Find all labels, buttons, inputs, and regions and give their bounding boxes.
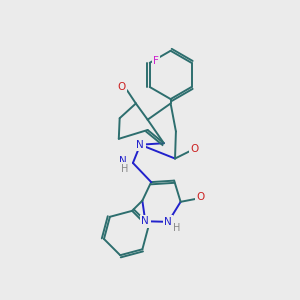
Text: O: O bbox=[118, 82, 126, 92]
Text: N: N bbox=[141, 216, 149, 226]
Text: O: O bbox=[196, 192, 205, 203]
Text: H: H bbox=[121, 164, 128, 174]
Text: O: O bbox=[190, 144, 198, 154]
Text: N: N bbox=[164, 217, 172, 227]
Text: N: N bbox=[136, 140, 144, 150]
Text: N: N bbox=[119, 157, 127, 166]
Text: F: F bbox=[153, 56, 159, 66]
Text: H: H bbox=[173, 223, 181, 233]
